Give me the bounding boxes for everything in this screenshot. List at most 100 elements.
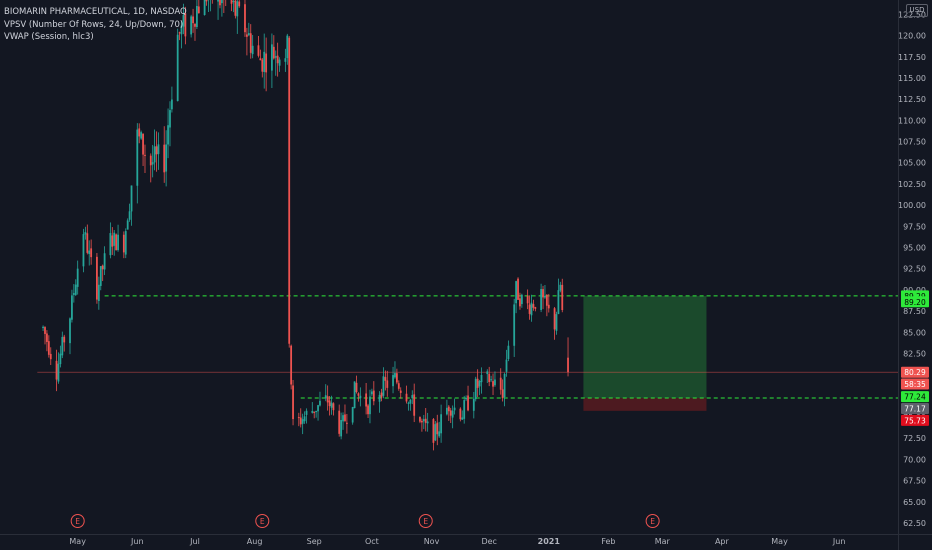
candle-body (288, 37, 291, 344)
symbol-title[interactable]: BIOMARIN PHARMACEUTICAL, 1D, NASDAQ (4, 7, 187, 17)
candle-body (413, 394, 416, 416)
candle-body (451, 410, 454, 418)
currency-label[interactable]: USD (906, 4, 928, 17)
x-tick-label: Sep (307, 537, 322, 546)
earnings-marker: E (255, 514, 270, 528)
candle-body (117, 234, 119, 251)
candle-body (192, 16, 194, 24)
candle-body (313, 411, 316, 413)
candle-body (492, 381, 494, 387)
x-tick-label: May (771, 537, 788, 546)
price-tag-box (901, 414, 929, 426)
position-zones (583, 295, 707, 411)
candle-body (547, 304, 550, 309)
candle-body (459, 408, 462, 420)
candlesticks (42, 0, 569, 451)
candle-body (297, 417, 300, 419)
candle-body (378, 394, 381, 402)
candle-body (561, 284, 564, 311)
candle-body (311, 411, 314, 413)
price-tag: 89.20 (901, 296, 929, 308)
candle-body (515, 281, 518, 304)
candle-body (122, 234, 125, 253)
candle-body (359, 395, 362, 399)
candle-body (422, 419, 425, 422)
candle-body (244, 4, 246, 33)
y-tick-label: 90.00 (903, 286, 926, 295)
candle-body (409, 399, 412, 404)
indicator-vwap[interactable]: VWAP (Session, hlc3) (4, 32, 94, 42)
y-tick-label: 82.50 (903, 349, 926, 358)
earnings-marker-label: E (260, 517, 265, 526)
candle-body (265, 53, 268, 73)
candle-body (380, 392, 383, 398)
candle-body (540, 288, 543, 310)
candle-body (84, 232, 87, 235)
candle-body (205, 0, 208, 2)
candle-body (559, 284, 562, 291)
candle-body (486, 371, 489, 375)
candle-body (109, 233, 112, 256)
candle-body (445, 407, 448, 415)
y-tick-label: 72.50 (903, 434, 926, 443)
candle-body (345, 422, 348, 424)
candle-body (115, 234, 118, 251)
candle-body (319, 400, 321, 406)
y-tick-label: 100.00 (898, 201, 926, 210)
candle-body (567, 357, 569, 373)
candle-body (340, 420, 343, 437)
candle-body (420, 420, 423, 423)
indicator-vpsv[interactable]: VPSV (Number Of Rows, 24, Up/Down, 70) (4, 19, 184, 30)
candle-body (138, 128, 141, 137)
candle-body (261, 59, 264, 72)
x-tick-label: Feb (601, 537, 615, 546)
candle-body (163, 144, 166, 173)
candle-body (476, 378, 479, 388)
candle-body (263, 51, 266, 72)
candle-body (555, 314, 558, 331)
y-tick-label: 62.50 (903, 519, 926, 528)
x-tick-label: Apr (715, 537, 730, 546)
candle-body (438, 431, 441, 437)
candle-body (101, 265, 104, 270)
candle-body (47, 341, 50, 355)
price-tag-box (901, 403, 929, 415)
candle-body (259, 58, 262, 61)
price-tag-label: 89.20 (904, 298, 926, 307)
candle-body (246, 34, 248, 37)
candle-body (326, 396, 329, 403)
candle-body (142, 133, 144, 155)
candle-body (519, 298, 521, 307)
candle-body (351, 407, 354, 423)
candle-body (55, 360, 58, 380)
candle-body (103, 253, 106, 270)
candle-body (272, 46, 275, 59)
y-tick-label: 120.00 (898, 32, 926, 41)
candle-body (544, 295, 546, 298)
earnings-marker-circle (70, 514, 85, 528)
candle-body (157, 144, 160, 155)
candle-body (488, 373, 491, 383)
candle-body (338, 410, 341, 434)
candle-body (534, 307, 537, 309)
candle-body (542, 289, 544, 298)
candle-body (167, 125, 169, 145)
x-tick-label: Aug (247, 537, 263, 546)
earnings-marker: E (418, 514, 433, 528)
candle-body (505, 359, 508, 372)
candle-body (274, 56, 277, 58)
candle-body (499, 377, 502, 390)
candle-body (405, 393, 408, 402)
candle-body (155, 146, 158, 155)
candle-body (357, 393, 360, 396)
candle-body (144, 154, 146, 156)
candle-body (478, 381, 481, 387)
candle-body (178, 32, 181, 34)
candle-body (49, 353, 52, 360)
candle-body (126, 220, 129, 230)
candle-body (221, 0, 223, 4)
candle-body (251, 45, 254, 55)
candle-body (128, 211, 131, 220)
